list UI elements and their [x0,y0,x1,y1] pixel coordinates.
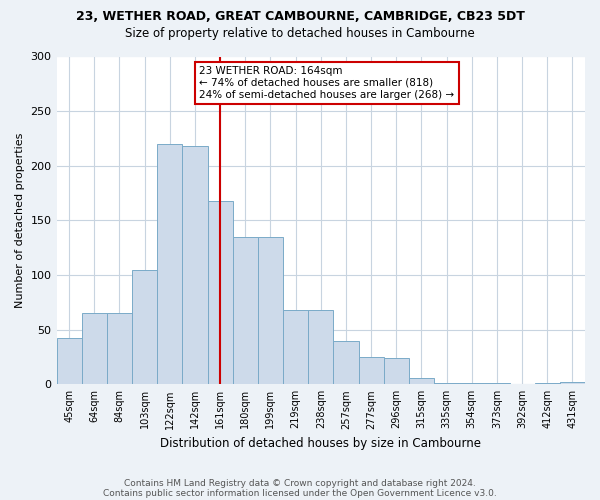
Bar [233,237,258,384]
Bar [334,340,359,384]
Bar [182,146,208,384]
Bar [535,383,560,384]
Text: 23, WETHER ROAD, GREAT CAMBOURNE, CAMBRIDGE, CB23 5DT: 23, WETHER ROAD, GREAT CAMBOURNE, CAMBRI… [76,10,524,23]
Bar [56,338,82,384]
Y-axis label: Number of detached properties: Number of detached properties [15,132,25,308]
Bar [308,310,334,384]
Text: 23 WETHER ROAD: 164sqm
← 74% of detached houses are smaller (818)
24% of semi-de: 23 WETHER ROAD: 164sqm ← 74% of detached… [199,66,454,100]
Bar [383,358,409,384]
Bar [208,200,233,384]
Bar [82,314,107,384]
Bar [434,383,459,384]
Bar [132,270,157,384]
Bar [107,314,132,384]
Bar [484,383,509,384]
Bar [157,144,182,384]
Bar [409,378,434,384]
X-axis label: Distribution of detached houses by size in Cambourne: Distribution of detached houses by size … [160,437,481,450]
Bar [560,382,585,384]
Bar [459,383,484,384]
Bar [258,237,283,384]
Bar [359,357,383,384]
Text: Size of property relative to detached houses in Cambourne: Size of property relative to detached ho… [125,28,475,40]
Text: Contains HM Land Registry data © Crown copyright and database right 2024.: Contains HM Land Registry data © Crown c… [124,478,476,488]
Text: Contains public sector information licensed under the Open Government Licence v3: Contains public sector information licen… [103,488,497,498]
Bar [283,310,308,384]
